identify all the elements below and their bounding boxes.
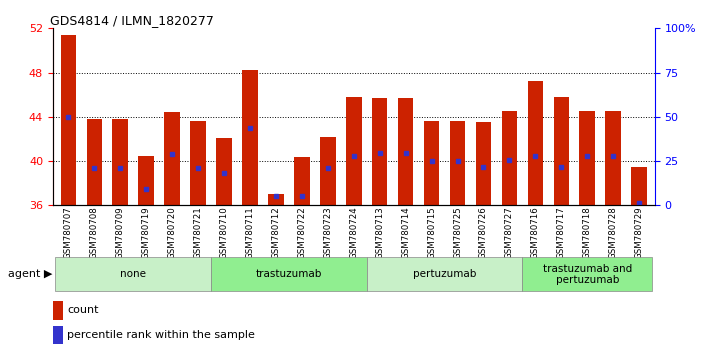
Bar [53,301,63,320]
Bar [242,70,258,205]
Text: none: none [120,269,146,279]
Bar [190,121,206,205]
Text: pertuzumab: pertuzumab [413,269,476,279]
Bar [502,111,517,205]
FancyBboxPatch shape [56,257,211,291]
Bar [450,121,465,205]
Bar [87,119,102,205]
Bar [579,111,595,205]
Bar [53,326,63,344]
Text: trastuzumab and
pertuzumab: trastuzumab and pertuzumab [543,263,632,285]
Text: percentile rank within the sample: percentile rank within the sample [67,330,255,340]
Bar [294,157,310,205]
Bar [320,137,336,205]
Bar [476,122,491,205]
Bar [113,119,128,205]
Bar [605,111,621,205]
Bar [631,167,647,205]
Text: count: count [67,305,99,315]
Bar [398,98,413,205]
Bar [268,194,284,205]
Text: GDS4814 / ILMN_1820277: GDS4814 / ILMN_1820277 [50,14,214,27]
FancyBboxPatch shape [522,257,652,291]
Text: trastuzumab: trastuzumab [256,269,322,279]
Bar [372,98,387,205]
Bar [424,121,439,205]
Bar [139,155,154,205]
Bar [346,97,362,205]
Text: agent ▶: agent ▶ [8,269,52,279]
Bar [61,35,76,205]
Bar [164,113,180,205]
Bar [553,97,569,205]
FancyBboxPatch shape [211,257,367,291]
Bar [527,81,543,205]
Bar [216,138,232,205]
FancyBboxPatch shape [367,257,522,291]
